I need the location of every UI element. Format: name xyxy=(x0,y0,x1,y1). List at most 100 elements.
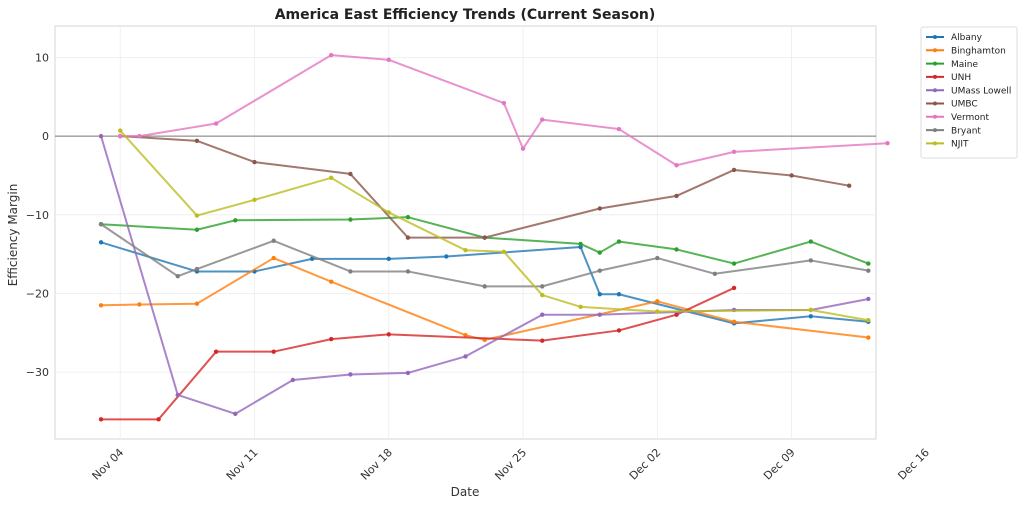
series-vermont xyxy=(118,52,890,168)
x-tick-label: Nov 11 xyxy=(224,446,261,483)
data-point-maine xyxy=(578,241,583,247)
y-tick-label: 10 xyxy=(35,51,49,64)
data-point-vermont xyxy=(540,117,545,122)
legend-label: Albany xyxy=(951,33,983,43)
legend-entry-unh: UNH xyxy=(926,73,971,83)
legend-entry-njit: NJIT xyxy=(926,140,969,150)
data-point-umbc xyxy=(348,171,353,177)
y-tick-label: −20 xyxy=(26,287,49,300)
chart-title: America East Efficiency Trends (Current … xyxy=(275,7,656,23)
x-tick-label: Nov 04 xyxy=(90,446,127,483)
legend-label: Binghamton xyxy=(951,47,1006,57)
data-point-bryant xyxy=(540,284,545,289)
data-point-umass-lowell xyxy=(463,354,468,359)
legend-entry-maine: Maine xyxy=(926,60,978,70)
legend-marker xyxy=(933,74,937,79)
data-point-unh xyxy=(616,328,622,333)
data-point-vermont xyxy=(731,149,737,155)
data-point-njit xyxy=(463,248,468,253)
legend-entry-vermont: Vermont xyxy=(926,113,990,123)
legend-entry-bryant: Bryant xyxy=(926,126,981,136)
data-point-bryant xyxy=(482,284,487,289)
data-point-albany xyxy=(616,292,622,297)
legend-marker xyxy=(933,128,937,133)
data-point-unh xyxy=(386,332,391,337)
y-tick-label: 0 xyxy=(42,130,49,143)
data-point-umbc xyxy=(482,235,487,240)
data-point-albany xyxy=(98,240,104,245)
data-point-bryant xyxy=(348,269,353,274)
data-point-maine xyxy=(233,218,238,223)
data-point-umass-lowell xyxy=(348,372,353,377)
data-point-vermont xyxy=(386,57,391,63)
x-tick-label: Nov 18 xyxy=(358,446,395,483)
data-point-binghamton xyxy=(194,301,200,306)
legend-marker xyxy=(933,114,937,119)
legend-box xyxy=(920,26,1018,159)
data-point-umbc xyxy=(194,138,200,144)
series-line-unh xyxy=(101,287,735,421)
data-point-vermont xyxy=(137,133,142,139)
data-point-bryant xyxy=(712,271,718,276)
series-line-vermont xyxy=(120,54,888,167)
data-point-unh xyxy=(156,417,161,422)
data-point-njit xyxy=(866,318,871,323)
data-point-bryant xyxy=(194,266,200,272)
legend-entry-umbc: UMBC xyxy=(926,100,978,110)
data-point-umbc xyxy=(846,183,852,188)
data-point-umass-lowell xyxy=(98,133,104,139)
data-point-unh xyxy=(213,349,219,354)
data-point-maine xyxy=(194,227,200,232)
data-point-umass-lowell xyxy=(597,312,602,317)
x-tick-label: Dec 16 xyxy=(895,446,932,483)
data-point-binghamton xyxy=(655,299,660,304)
series-unh xyxy=(98,285,737,422)
data-point-albany xyxy=(578,244,583,250)
data-point-binghamton xyxy=(731,319,737,324)
data-point-vermont xyxy=(501,100,507,106)
legend-label: UNH xyxy=(951,73,971,83)
legend-marker xyxy=(933,88,937,93)
data-point-maine xyxy=(616,239,622,244)
data-point-vermont xyxy=(118,133,123,139)
legend-label: Bryant xyxy=(951,126,981,136)
data-point-bryant xyxy=(597,268,602,273)
data-point-unh xyxy=(731,285,737,291)
data-point-maine xyxy=(597,250,602,255)
y-tick-label: −30 xyxy=(26,366,49,379)
data-point-umass-lowell xyxy=(175,392,180,398)
data-point-umass-lowell xyxy=(290,377,296,383)
data-point-bryant xyxy=(98,222,104,227)
data-point-binghamton xyxy=(271,255,276,261)
series-maine xyxy=(98,214,871,266)
data-point-njit xyxy=(252,197,257,203)
data-point-binghamton xyxy=(98,303,104,308)
data-point-njit xyxy=(501,249,507,254)
data-point-umbc xyxy=(731,167,737,173)
series-albany xyxy=(98,240,871,326)
data-point-umbc xyxy=(252,159,257,165)
data-point-vermont xyxy=(520,146,526,151)
x-tick-label: Dec 09 xyxy=(761,446,798,483)
data-point-maine xyxy=(405,214,411,220)
data-point-vermont xyxy=(329,52,334,58)
data-point-bryant xyxy=(808,258,813,263)
data-point-njit xyxy=(329,175,334,181)
data-point-njit xyxy=(540,292,545,298)
data-point-umbc xyxy=(405,235,411,240)
legend-entry-albany: Albany xyxy=(926,33,983,43)
data-point-unh xyxy=(271,349,276,354)
legend-label: UMass Lowell xyxy=(951,86,1011,96)
series-line-albany xyxy=(100,241,869,325)
data-point-unh xyxy=(329,336,334,342)
data-point-maine xyxy=(866,261,871,266)
data-point-albany xyxy=(309,256,315,262)
legend-marker xyxy=(933,101,937,106)
data-point-binghamton xyxy=(866,335,871,340)
data-point-njit xyxy=(808,307,813,313)
data-point-unh xyxy=(98,417,104,422)
legend-label: Vermont xyxy=(951,113,990,123)
series-line-njit xyxy=(119,129,869,322)
data-point-maine xyxy=(674,247,679,252)
